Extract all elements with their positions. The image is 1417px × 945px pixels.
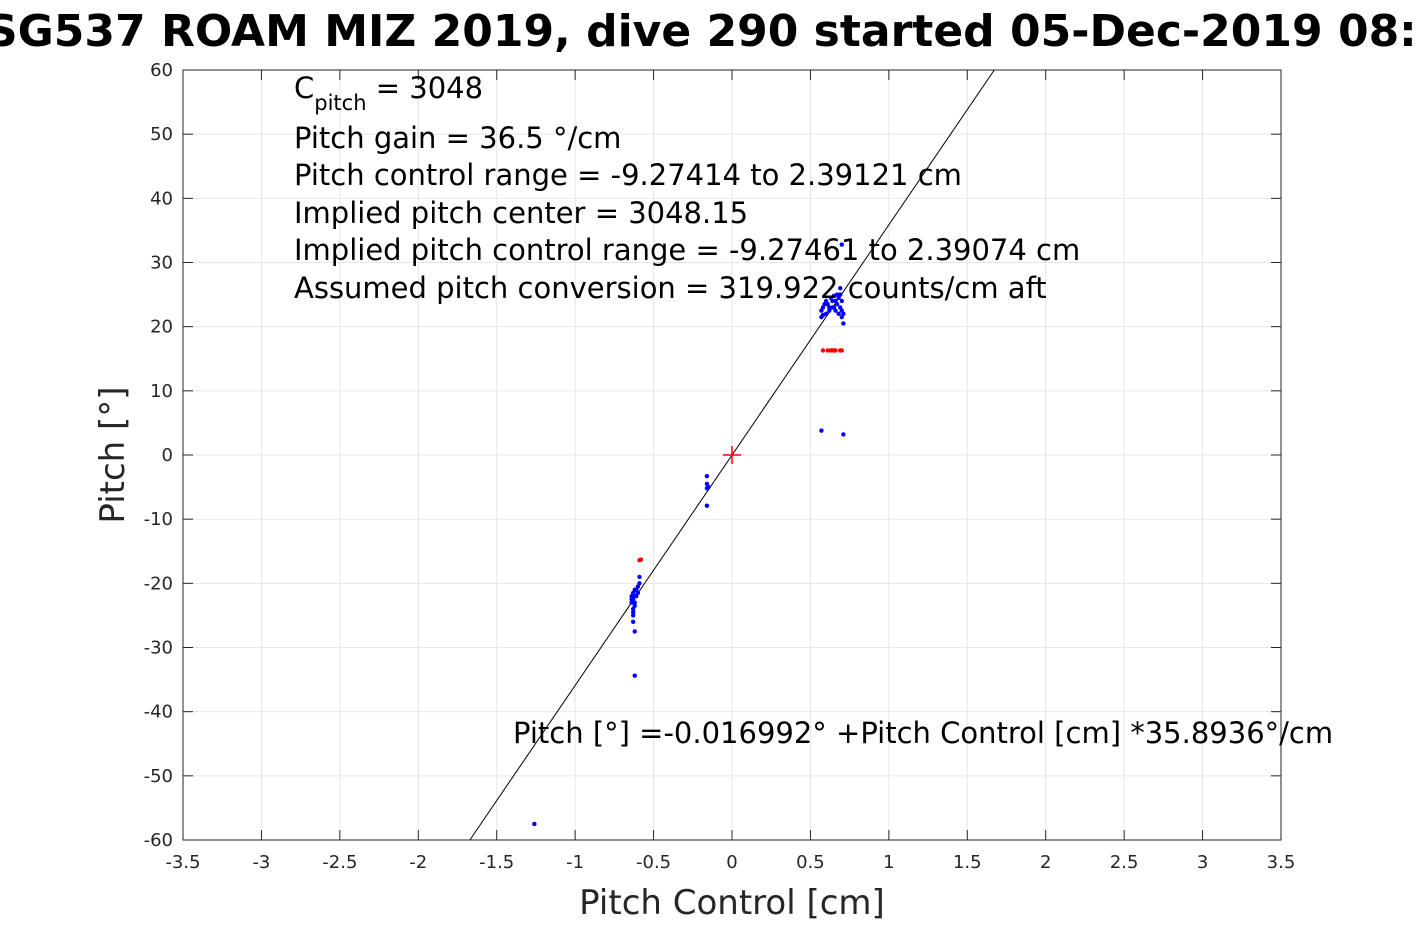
x-tick-label: 2 <box>1040 852 1051 873</box>
data-points <box>532 242 846 827</box>
data-point <box>630 610 636 615</box>
center-marker <box>723 446 741 464</box>
y-tick-label: -10 <box>144 509 173 530</box>
data-point <box>831 293 837 299</box>
x-tick-label: 1.5 <box>953 852 982 873</box>
x-tick-label: -1 <box>566 852 584 873</box>
y-tick-label: 10 <box>150 381 173 402</box>
y-axis-label: Pitch [°] <box>93 386 133 523</box>
grid-lines <box>182 69 1282 841</box>
data-point <box>838 292 843 297</box>
data-point <box>638 557 644 562</box>
x-tick-label: -2 <box>409 852 427 873</box>
data-point <box>833 308 838 313</box>
annotation-implied-pitch-control-range: Implied pitch control range = -9.27461 t… <box>294 233 1080 267</box>
data-point <box>819 428 824 433</box>
y-tick-label: 50 <box>150 124 173 145</box>
data-point <box>836 311 841 317</box>
x-tick-label: 3 <box>1197 852 1208 873</box>
x-tick-label: 0 <box>726 852 737 873</box>
x-tick-label: 0.5 <box>796 852 825 873</box>
x-tick-label: -1.5 <box>479 852 514 873</box>
annotation-cpitch-subscript: pitch <box>314 91 366 115</box>
y-tick-label: -60 <box>144 830 173 851</box>
annotation-block: Cpitch = 3048 Pitch gain = 36.5 °/cm Pit… <box>294 71 1080 305</box>
y-tick-label: -40 <box>144 702 173 723</box>
y-tick-label: 30 <box>150 253 173 274</box>
y-tick-label: -50 <box>144 766 173 787</box>
x-tick-label: -2.5 <box>322 852 357 873</box>
x-tick-label: -3.5 <box>165 852 200 873</box>
data-point <box>635 590 641 596</box>
data-point <box>632 629 637 634</box>
data-point <box>820 312 826 318</box>
x-tick-label: 3.5 <box>1267 852 1296 873</box>
y-tick-label: 40 <box>150 188 173 209</box>
data-point <box>825 348 830 353</box>
chart-title: SG537 ROAM MIZ 2019, dive 290 started 05… <box>0 6 1417 57</box>
data-point <box>532 821 537 827</box>
annotation-pitch-control-range: Pitch control range = -9.27414 to 2.3912… <box>294 158 962 192</box>
data-point <box>841 311 846 317</box>
data-point <box>833 348 838 353</box>
data-point <box>637 574 642 580</box>
fit-equation-label: Pitch [°] =-0.016992° +Pitch Control [cm… <box>513 716 1333 750</box>
data-point <box>834 302 840 307</box>
x-axis-ticks: -3.5 -3 -2.5 -2 -1.5 -1 -0.5 0 0.5 1 1.5 2 2.5 3 3.5 <box>165 70 1295 873</box>
data-point <box>827 305 832 310</box>
data-point <box>838 305 843 310</box>
annotation-pitch-gain: Pitch gain = 36.5 °/cm <box>294 121 621 155</box>
y-axis-ticks: -60 -50 -40 -30 -20 -10 0 10 20 30 40 50 60 <box>144 60 1281 851</box>
data-point <box>632 603 637 608</box>
x-axis-label: Pitch Control [cm] <box>579 883 885 923</box>
x-tick-label: -0.5 <box>636 852 671 873</box>
data-point <box>827 308 832 313</box>
y-tick-label: 20 <box>150 317 173 338</box>
data-point <box>820 348 826 353</box>
y-tick-label: -30 <box>144 638 173 659</box>
data-point <box>632 600 637 605</box>
data-point <box>839 348 844 353</box>
data-point <box>839 298 844 304</box>
annotation-assumed-pitch-conversion: Assumed pitch conversion = 319.922 count… <box>294 271 1047 305</box>
data-point <box>830 305 835 310</box>
data-point <box>704 473 710 479</box>
data-point <box>841 321 846 326</box>
y-tick-label: 60 <box>150 60 173 81</box>
data-point <box>704 503 710 508</box>
data-point <box>841 432 846 437</box>
data-point <box>630 619 636 625</box>
y-tick-label: 0 <box>162 445 173 466</box>
data-point <box>838 285 843 291</box>
y-tick-label: -20 <box>144 573 173 594</box>
data-point <box>706 484 711 490</box>
x-tick-label: 2.5 <box>1110 852 1139 873</box>
data-point <box>637 581 642 586</box>
annotation-cpitch-symbol: C <box>294 71 314 105</box>
data-point <box>839 242 844 247</box>
x-tick-label: 1 <box>883 852 894 873</box>
x-tick-label: -3 <box>252 852 270 873</box>
annotation-cpitch: Cpitch = 3048 <box>294 71 483 115</box>
data-point <box>632 673 637 678</box>
annotation-implied-pitch-center: Implied pitch center = 3048.15 <box>294 196 748 230</box>
annotation-cpitch-value: = 3048 <box>367 71 484 105</box>
data-point <box>630 613 636 618</box>
data-point <box>830 298 835 304</box>
